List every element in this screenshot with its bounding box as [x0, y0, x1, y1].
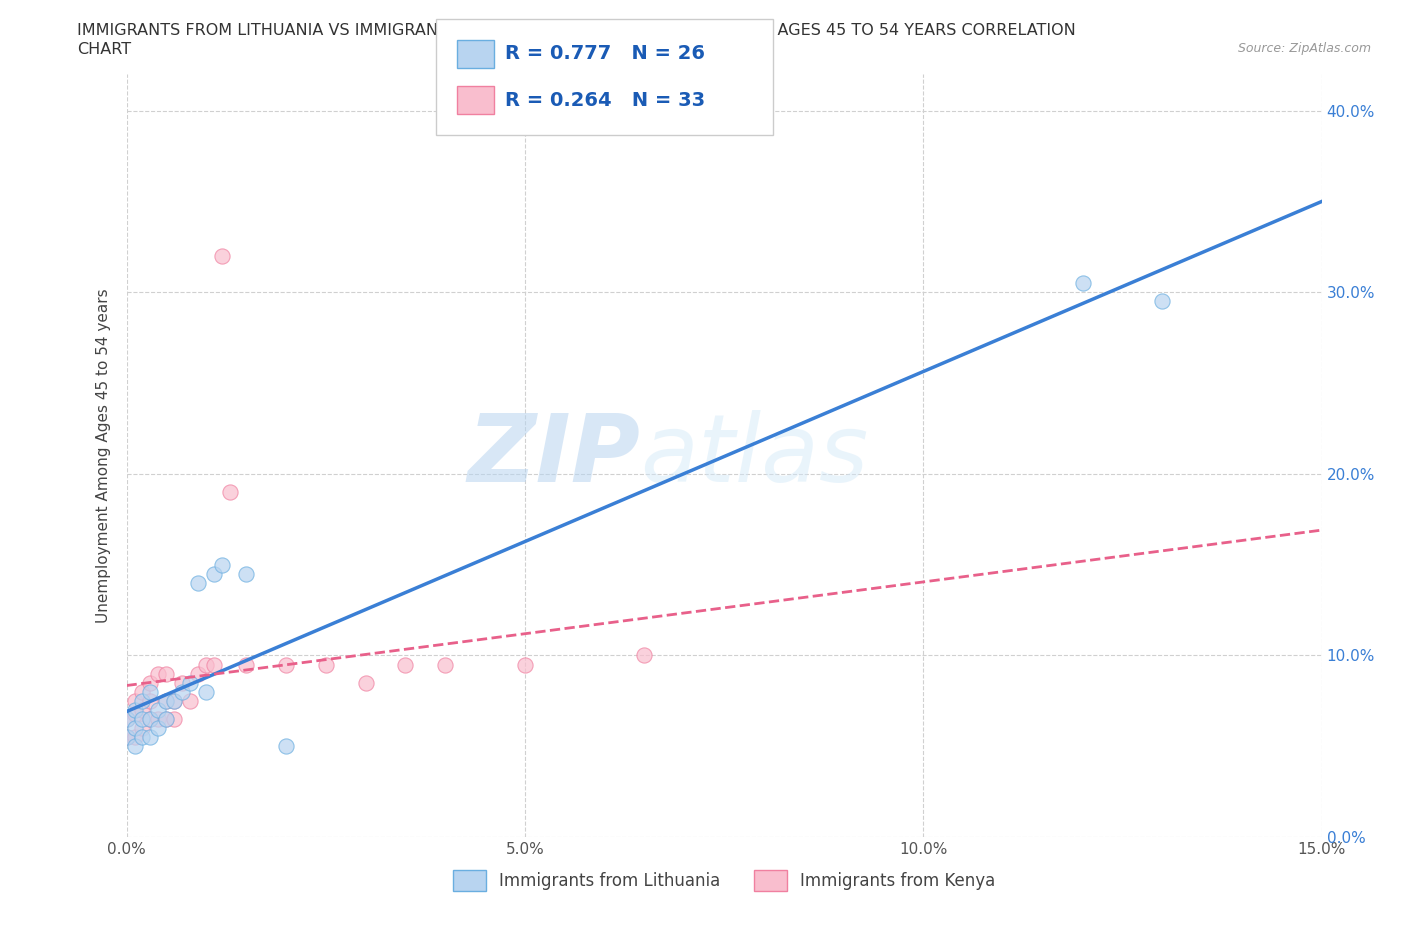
Point: [235, 566, 257, 581]
Point: [235, 658, 257, 672]
Text: atlas: atlas: [640, 410, 869, 501]
Text: R = 0.777   N = 26: R = 0.777 N = 26: [505, 45, 704, 63]
Y-axis label: Unemployment Among Ages 45 to 54 years: Unemployment Among Ages 45 to 54 years: [96, 288, 111, 623]
Point: [633, 648, 655, 663]
Point: [148, 721, 170, 736]
Point: [354, 675, 377, 690]
Point: [131, 730, 153, 745]
Point: [139, 730, 162, 745]
Point: [1152, 294, 1174, 309]
Point: [187, 576, 209, 591]
Point: [131, 711, 153, 726]
Point: [195, 684, 218, 699]
Point: [179, 694, 201, 709]
Text: CHART: CHART: [77, 42, 131, 57]
Text: R = 0.264   N = 33: R = 0.264 N = 33: [505, 91, 704, 110]
Point: [131, 702, 153, 717]
Point: [1071, 276, 1094, 291]
Point: [139, 711, 162, 726]
Point: [163, 711, 186, 726]
Point: [155, 694, 177, 709]
Point: [202, 566, 225, 581]
Point: [274, 738, 297, 753]
Point: [139, 675, 162, 690]
Point: [139, 694, 162, 709]
Point: [163, 694, 186, 709]
Point: [172, 684, 194, 699]
Point: [274, 658, 297, 672]
Point: [131, 694, 153, 709]
Text: Source: ZipAtlas.com: Source: ZipAtlas.com: [1237, 42, 1371, 55]
Point: [513, 658, 536, 672]
Legend: Immigrants from Lithuania, Immigrants from Kenya: Immigrants from Lithuania, Immigrants fr…: [446, 864, 1002, 897]
Point: [155, 694, 177, 709]
Point: [195, 658, 218, 672]
Point: [172, 675, 194, 690]
Point: [124, 738, 146, 753]
Point: [179, 675, 201, 690]
Text: ZIP: ZIP: [468, 410, 640, 501]
Point: [124, 694, 146, 709]
Point: [139, 711, 162, 726]
Point: [155, 711, 177, 726]
Point: [148, 666, 170, 681]
Point: [124, 706, 146, 721]
Point: [115, 711, 138, 726]
Point: [155, 711, 177, 726]
Point: [124, 730, 146, 745]
Point: [315, 658, 337, 672]
Point: [434, 658, 457, 672]
Point: [139, 684, 162, 699]
Point: [131, 684, 153, 699]
Point: [115, 711, 138, 726]
Point: [187, 666, 209, 681]
Text: IMMIGRANTS FROM LITHUANIA VS IMMIGRANTS FROM KENYA UNEMPLOYMENT AMONG AGES 45 TO: IMMIGRANTS FROM LITHUANIA VS IMMIGRANTS …: [77, 23, 1076, 38]
Point: [219, 485, 242, 499]
Point: [211, 557, 233, 572]
Point: [202, 658, 225, 672]
Point: [394, 658, 416, 672]
Point: [124, 721, 146, 736]
Point: [148, 711, 170, 726]
Point: [148, 702, 170, 717]
Point: [155, 666, 177, 681]
Point: [115, 730, 138, 745]
Point: [211, 248, 233, 263]
Point: [115, 730, 138, 745]
Point: [131, 721, 153, 736]
Point: [163, 694, 186, 709]
Point: [124, 702, 146, 717]
